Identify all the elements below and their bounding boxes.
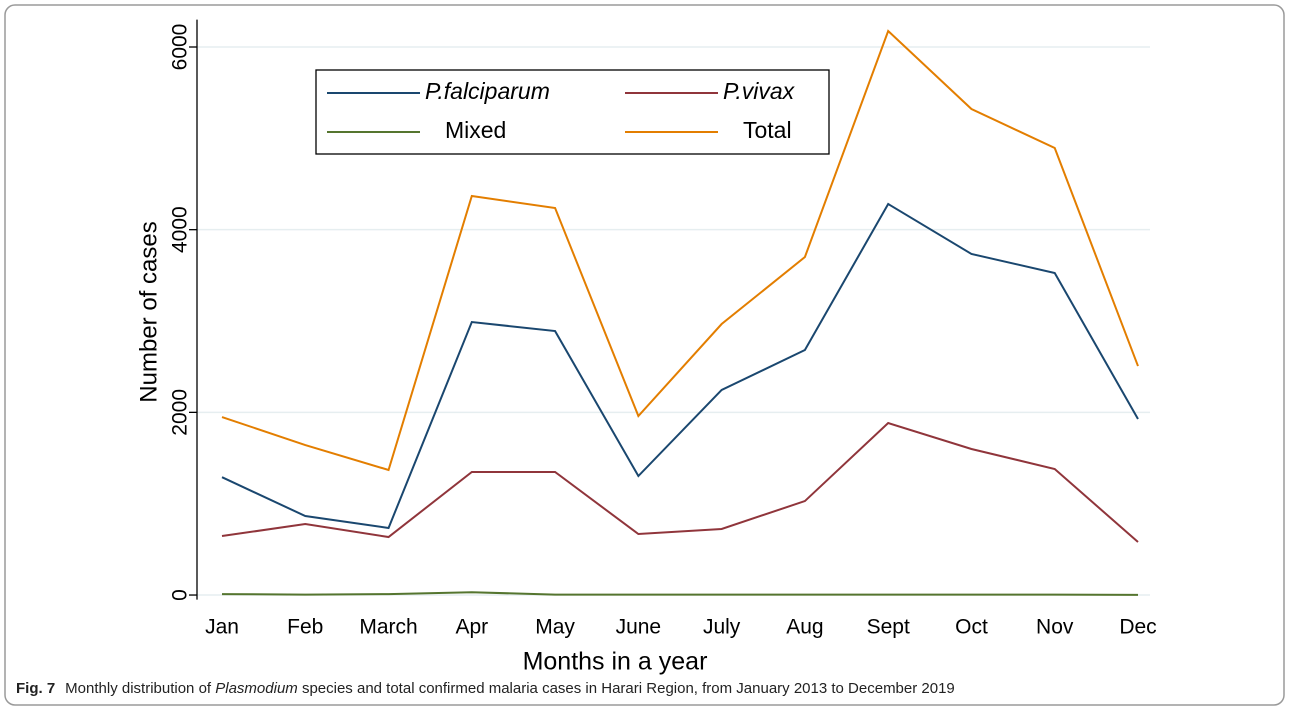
figure-border	[4, 4, 1285, 706]
x-tick-label: June	[616, 616, 662, 639]
series-line	[221, 202, 1139, 530]
series-line	[221, 591, 1139, 596]
caption-text: species and total confirmed malaria case…	[298, 680, 955, 697]
x-tick-label: Dec	[1119, 616, 1156, 639]
x-tick-label: March	[359, 616, 417, 639]
x-tick-label: May	[535, 616, 575, 639]
y-tick-label: 0	[169, 589, 192, 601]
series-line	[221, 29, 1139, 472]
x-axis-title: Months in a year	[523, 648, 708, 676]
y-axis-title: Number of cases	[135, 221, 162, 402]
y-tick-label: 2000	[169, 389, 192, 436]
series-line	[221, 421, 1139, 543]
caption-text: Monthly distribution of	[65, 680, 215, 697]
x-tick-label: July	[703, 616, 741, 639]
legend-label: Mixed	[445, 117, 506, 143]
caption-label: Fig. 7	[16, 680, 55, 697]
legend-label: P.vivax	[723, 78, 796, 104]
caption: Fig. 7 Monthly distribution of Plasmodium…	[16, 680, 955, 697]
y-tick-label: 4000	[169, 206, 192, 253]
x-tick-label: Feb	[287, 616, 323, 639]
x-tick-label: Jan	[205, 616, 239, 639]
legend-box	[315, 69, 830, 155]
x-tick-label: Oct	[955, 616, 988, 639]
caption-text: Plasmodium	[215, 680, 298, 697]
y-tick-label: 6000	[169, 24, 192, 71]
legend-label: P.falciparum	[425, 78, 550, 104]
x-tick-label: Aug	[786, 616, 823, 639]
x-tick-label: Nov	[1036, 616, 1074, 639]
x-tick-label: Sept	[867, 616, 910, 639]
legend-label: Total	[743, 117, 792, 143]
x-tick-label: Apr	[455, 616, 488, 639]
plot: 0 2000 4000 6000 Jan Feb March Apr May June July Au…	[169, 19, 1157, 639]
legend: P.falciparum P.vivax Mixed Total	[315, 69, 830, 155]
